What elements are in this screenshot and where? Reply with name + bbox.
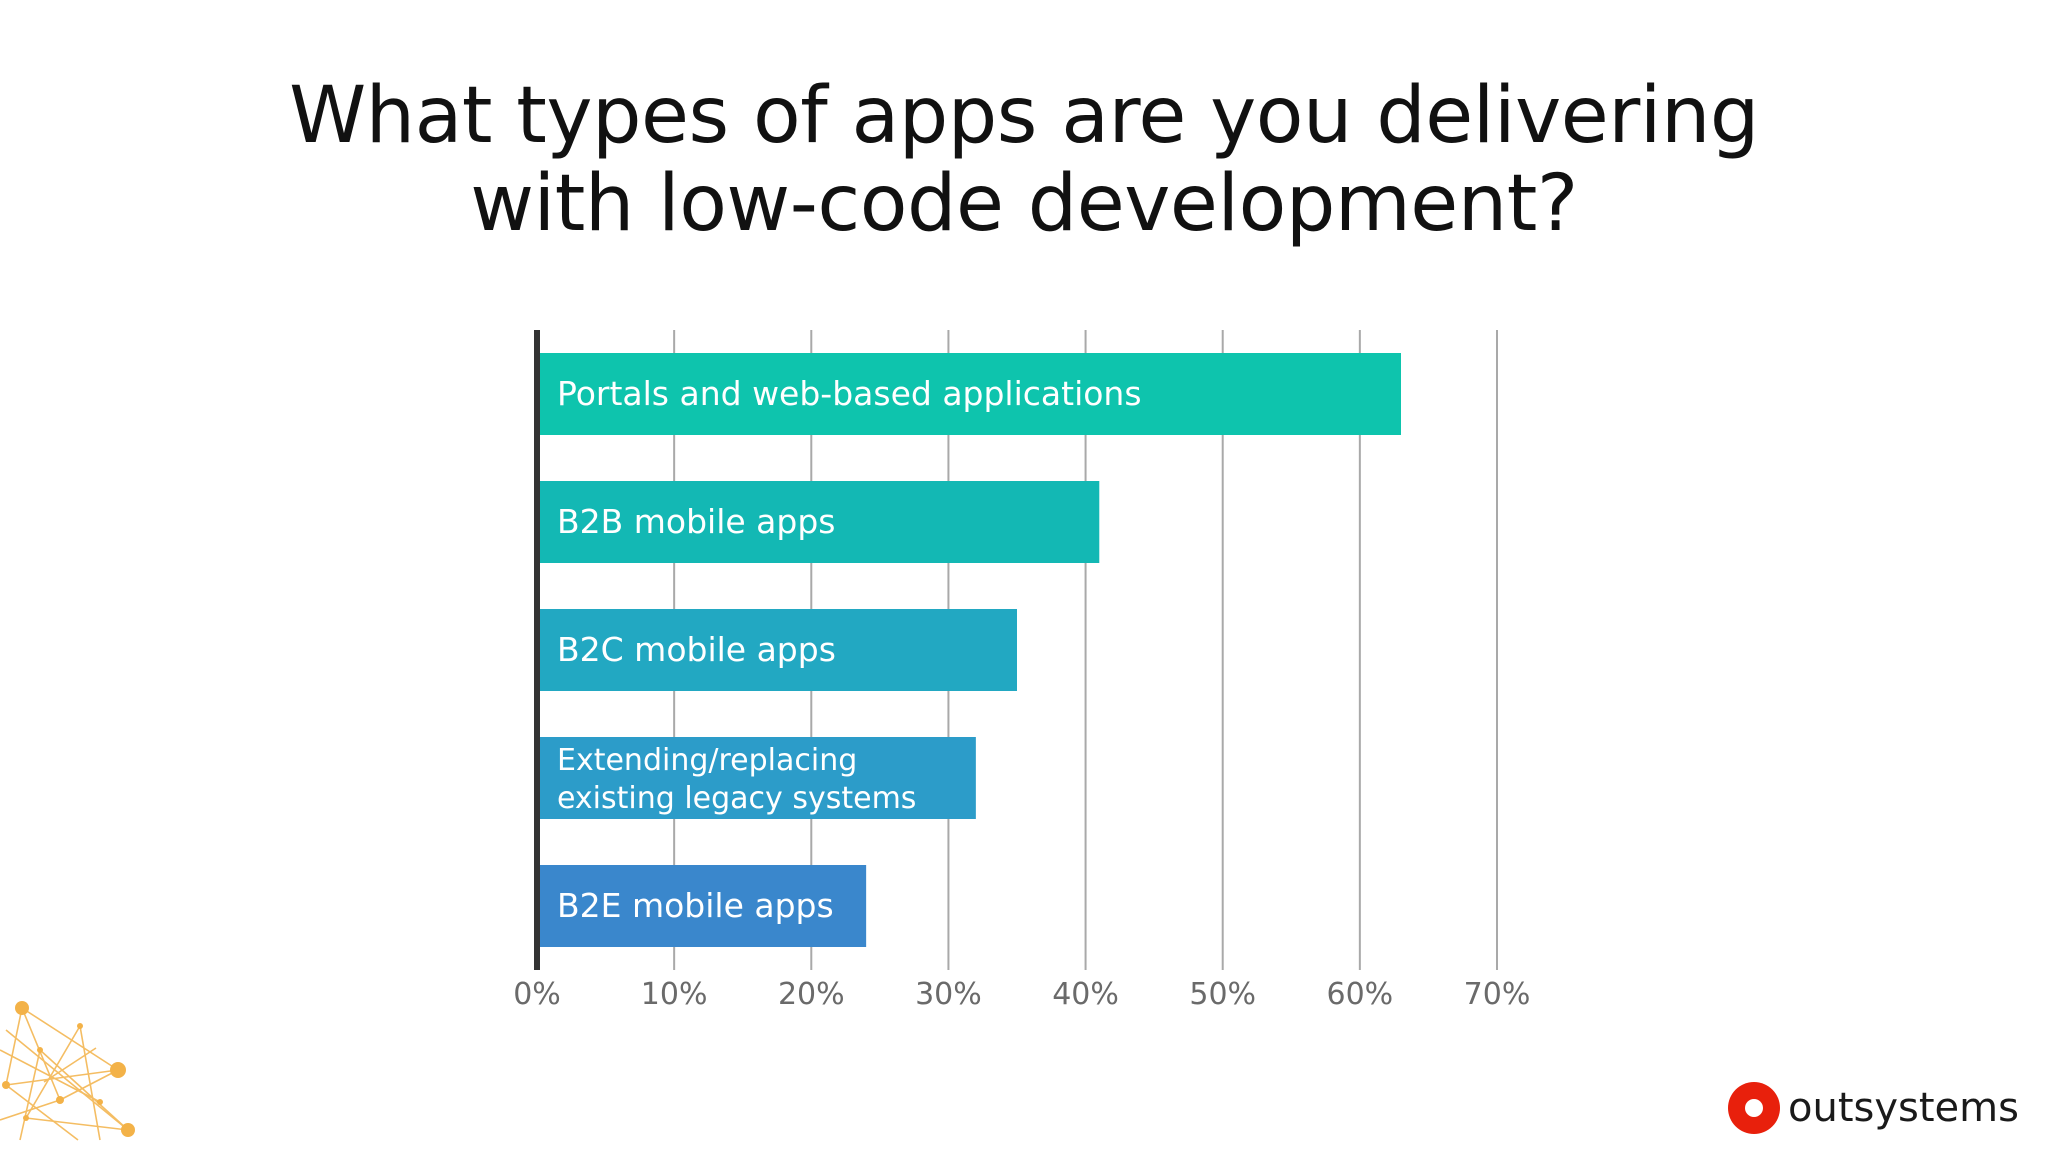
outsystems-logo-icon <box>1728 1082 1780 1134</box>
bar-label-3: B2C mobile apps <box>557 630 836 669</box>
bar-chart: Portals and web-based applications B2B mo… <box>513 330 1531 1012</box>
bar-label-2: B2B mobile apps <box>557 502 836 541</box>
x-tick-label-0: 0% <box>513 977 561 1012</box>
x-tick-label-70: 70% <box>1464 977 1531 1012</box>
bar-label-5: B2E mobile apps <box>557 886 834 925</box>
chart-title-line-1: What types of apps are you delivering <box>289 71 1759 161</box>
bar-4 <box>537 737 976 819</box>
outsystems-logo: outsystems <box>1728 1082 2019 1134</box>
x-tick-label-20: 20% <box>778 977 845 1012</box>
bar-5 <box>537 865 867 947</box>
bar-label-line: Extending/replacing <box>557 743 857 778</box>
bar-label-1: Portals and web-based applications <box>557 374 1142 413</box>
bar-label-line: existing legacy systems <box>557 781 916 816</box>
x-tick-label-10: 10% <box>641 977 708 1012</box>
x-tick-label-40: 40% <box>1052 977 1119 1012</box>
outsystems-logo-text: outsystems <box>1788 1085 2019 1131</box>
bar-3 <box>537 609 1017 691</box>
bar-2 <box>537 481 1100 563</box>
bar-label-4: Extending/replacing existing legacy syste… <box>557 743 916 816</box>
network-decoration <box>0 1001 135 1141</box>
chart-title-line-2: with low-code development? <box>470 159 1578 249</box>
chart-title: What types of apps are you delivering wi… <box>0 72 2048 248</box>
x-tick-label-50: 50% <box>1189 977 1256 1012</box>
bar-1 <box>537 353 1401 435</box>
x-tick-label-30: 30% <box>915 977 982 1012</box>
x-tick-label-60: 60% <box>1327 977 1394 1012</box>
